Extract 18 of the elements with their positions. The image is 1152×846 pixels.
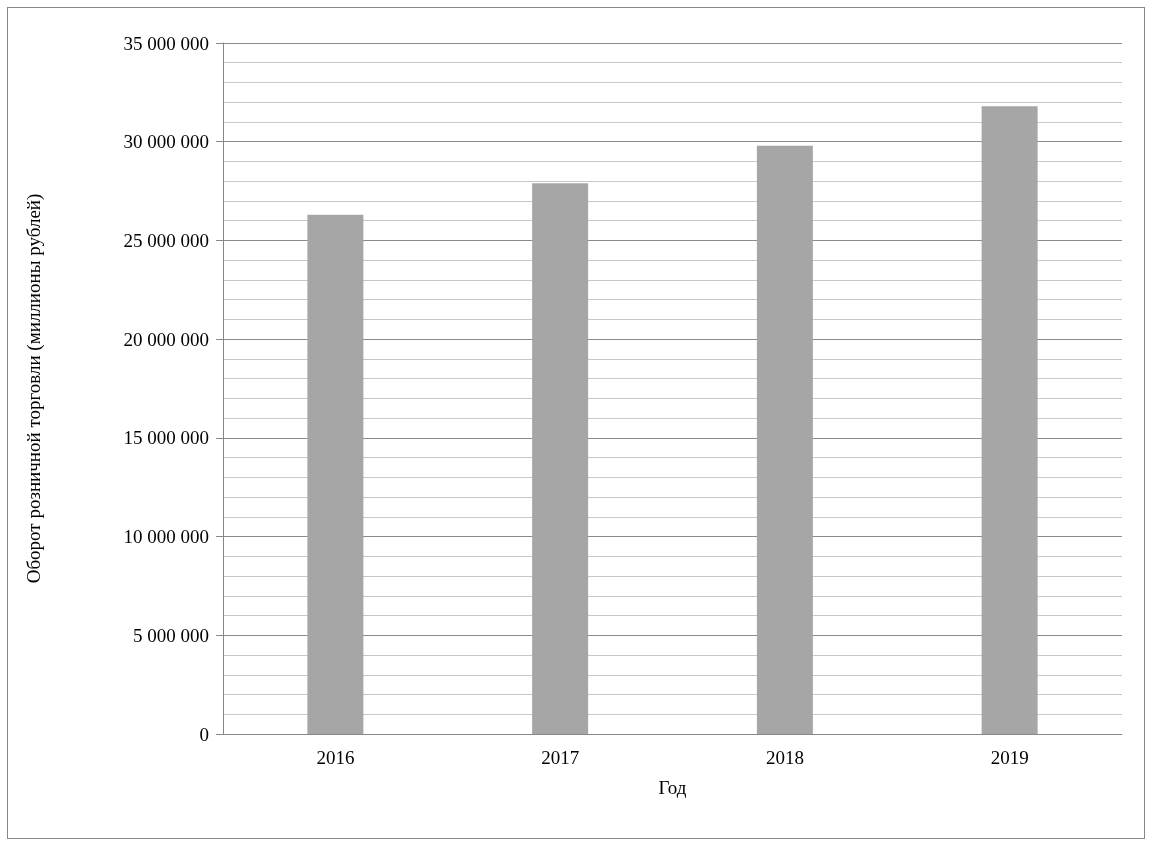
- y-tick-label: 5 000 000: [133, 624, 209, 646]
- y-tick-label: 10 000 000: [123, 526, 209, 548]
- bar: [532, 183, 589, 734]
- y-tick-label: 30 000 000: [123, 131, 209, 153]
- bar: [307, 214, 364, 734]
- y-tick-label: 20 000 000: [123, 328, 209, 350]
- x-tick-label: 2018: [765, 747, 804, 768]
- x-tick-label: 2017: [541, 747, 580, 768]
- bar: [981, 106, 1038, 734]
- x-tick-label: 2019: [990, 747, 1029, 768]
- bar: [756, 145, 813, 734]
- y-tick-label: 35 000 000: [123, 32, 209, 54]
- y-tick-label: 0: [199, 723, 209, 745]
- y-tick-label: 15 000 000: [123, 427, 209, 449]
- y-tick-label: 25 000 000: [123, 229, 209, 251]
- x-axis-title: Год: [658, 777, 687, 798]
- y-axis-title: Оборот розничной торговли (миллионы рублей): [23, 193, 45, 584]
- x-tick-label: 2016: [316, 747, 355, 768]
